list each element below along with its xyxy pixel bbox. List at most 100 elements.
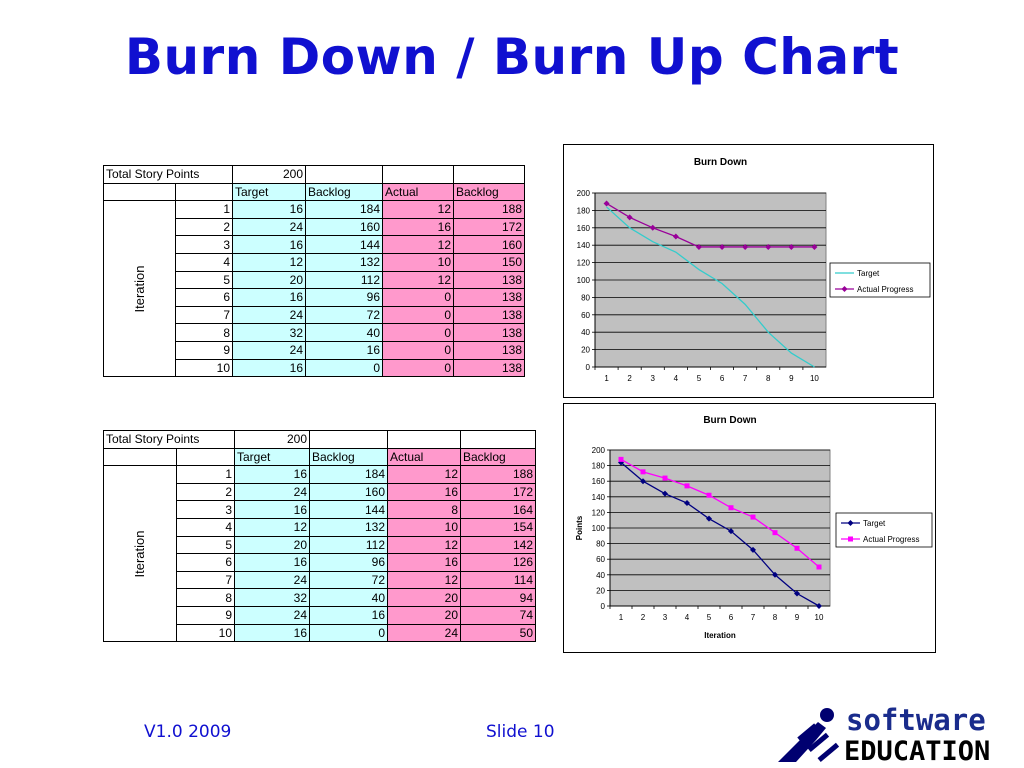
actual-cell: 0 [382,358,454,378]
data-point [662,490,668,497]
iteration-number: 1 [175,200,233,219]
iteration-number: 9 [175,340,233,360]
row-group-label: Iteration [132,530,147,578]
iteration-number: 10 [176,623,235,643]
x-tick-label: 2 [627,374,632,383]
iteration-number: 4 [175,252,233,272]
actual-backlog-cell: 138 [453,270,525,290]
y-tick-label: 200 [592,446,606,455]
actual-backlog-cell: 188 [460,465,536,484]
x-tick-label: 4 [674,374,679,383]
version-label: V1.0 2009 [144,722,232,742]
iteration-number: 5 [175,270,233,290]
data-point [811,243,818,250]
header-actual: Actual [382,182,454,202]
data-point [765,243,772,250]
series-line [606,202,815,248]
target-backlog-cell: 0 [305,358,383,378]
data-point [626,214,633,221]
y-tick-label: 200 [577,189,591,198]
legend-label: Target [857,269,880,278]
y-tick-label: 100 [592,524,606,533]
y-tick-label: 20 [596,586,605,595]
actual-cell: 10 [382,252,454,272]
actual-backlog-cell: 138 [453,305,525,325]
table-row: 10 16 0 0 138 [104,358,525,378]
x-tick-label: 7 [751,613,756,622]
logo-figure-icon [778,708,840,763]
actual-cell: 0 [382,323,454,342]
header-backlog-target: Backlog [309,447,388,467]
x-tick-label: 10 [815,613,824,622]
burn-down-chart-1: Burn Down 0 20 40 60 80 100 120 140 160 180 200 1 2 3 4… [563,144,934,398]
x-tick-label: 7 [743,374,748,383]
target-cell: 24 [232,217,306,237]
x-tick-label: 9 [789,374,794,383]
target-backlog-cell: 0 [309,623,388,643]
actual-backlog-cell: 114 [460,570,536,590]
burn-down-table-2: Total Story Points 200 Target Backlog Ac… [103,430,536,643]
actual-cell: 20 [387,588,461,607]
y-tick-label: 40 [596,571,605,580]
table-row: 9 24 16 20 74 [104,605,536,625]
x-tick-label: 8 [766,374,771,383]
x-tick-label: 5 [697,374,702,383]
iteration-number: 3 [175,235,233,254]
data-point [618,456,624,462]
actual-backlog-cell: 50 [460,623,536,643]
iteration-number: 8 [175,323,233,342]
actual-backlog-cell: 160 [453,235,525,254]
chart-svg: Burn Down 0 20 40 60 80 100 120 140 160 180 200 1 2 3 4… [575,415,933,640]
iteration-number: 3 [176,500,235,519]
slide-title: Burn Down / Burn Up Chart [124,28,900,86]
actual-backlog-cell: 150 [453,252,525,272]
x-tick-label: 6 [720,374,725,383]
iteration-number: 4 [176,517,235,537]
y-tick-label: 100 [577,276,591,285]
x-axis-label: Iteration [704,631,736,640]
header-backlog-actual: Backlog [453,182,525,202]
target-cell: 12 [232,252,306,272]
table-row: 10 16 0 24 50 [104,623,536,643]
target-cell: 20 [234,535,310,555]
data-point [649,224,656,231]
table-row: 2 24 160 16 172 [104,217,525,237]
x-tick-label: 8 [773,613,778,622]
actual-backlog-cell: 172 [453,217,525,237]
y-tick-label: 180 [592,462,606,471]
y-tick-label: 160 [577,224,591,233]
target-cell: 24 [232,305,306,325]
table-row: Iteration 1 16 184 12 188 [103,200,525,378]
chart-title: Burn Down [703,415,756,426]
x-tick-label: 3 [663,613,668,622]
iteration-number: 2 [175,217,233,237]
row-group-label: Iteration [131,265,147,313]
actual-cell: 0 [382,340,454,360]
y-tick-label: 0 [586,363,591,372]
actual-backlog-cell: 138 [453,358,525,378]
header-backlog-target: Backlog [305,182,383,202]
data-point [772,530,778,536]
data-point [750,514,756,520]
actual-backlog-cell: 172 [460,482,536,502]
table-row: 7 24 72 12 114 [104,570,536,590]
data-point [772,571,778,578]
data-point [719,243,726,250]
x-tick-label: 1 [604,374,609,383]
header-target: Target [232,182,306,202]
target-backlog-cell: 132 [305,252,383,272]
data-point [706,492,712,498]
x-tick-label: 10 [810,374,819,383]
data-point [750,546,756,553]
data-point [640,469,646,475]
table-row: 5 20 112 12 142 [104,535,536,555]
slide-number: Slide 10 [486,722,555,742]
data-point [684,500,690,507]
actual-backlog-cell: 94 [460,588,536,607]
x-tick-label: 5 [707,613,712,622]
header-actual: Actual [387,447,461,467]
target-cell: 16 [234,500,310,519]
logo-text-bottom: EDUCATION [844,736,990,764]
target-cell: 20 [232,270,306,290]
y-tick-label: 0 [601,602,606,611]
